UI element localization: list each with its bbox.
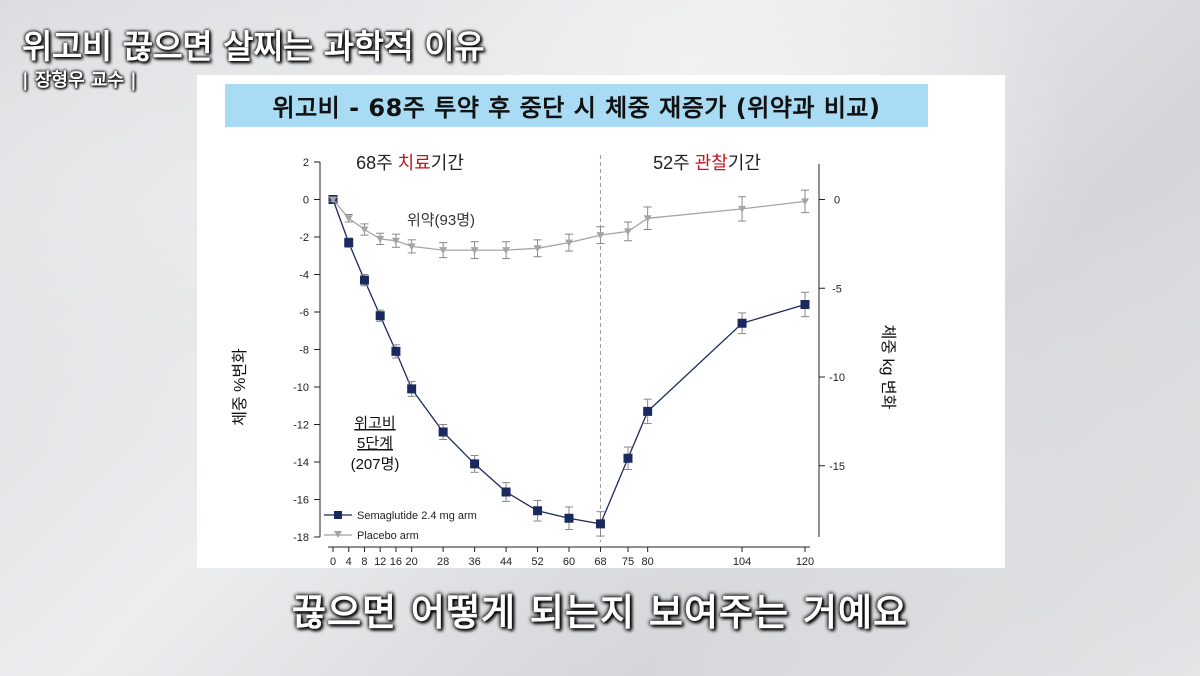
data-point-placebo — [643, 215, 652, 223]
series-line-semaglutide — [332, 199, 806, 525]
semaglutide-annotation-line3: (207명) — [351, 456, 400, 473]
y-tick-label-left: 2 — [303, 157, 309, 169]
x-tick-label: 68 — [594, 556, 606, 568]
data-point-semaglutide — [344, 238, 354, 248]
y-tick-label-right: -15 — [829, 461, 845, 473]
chart-legend: Semaglutide 2.4 mg arm Placebo arm — [324, 510, 477, 542]
y-tick-label-left: 0 — [303, 195, 309, 207]
y-tick-label-right: 0 — [834, 195, 840, 207]
y-tick-label-left: -10 — [293, 382, 309, 394]
data-point-placebo — [360, 226, 369, 234]
data-point-semaglutide — [800, 300, 810, 309]
legend-label-placebo: Placebo arm — [357, 530, 419, 542]
x-tick-label: 75 — [622, 556, 634, 568]
speaker-caption: | 장형우 교수 | — [22, 70, 137, 91]
data-point-placebo — [596, 232, 605, 240]
data-point-semaglutide — [595, 519, 605, 529]
x-tick-label: 16 — [390, 556, 402, 568]
y-axis-label-left: 체중 %변화 — [231, 348, 249, 426]
data-point-semaglutide — [391, 346, 401, 356]
x-tick-label: 120 — [796, 556, 814, 568]
x-tick-label: 20 — [406, 556, 418, 568]
legend-marker-semaglutide — [334, 511, 342, 519]
video-title: 위고비 끊으면 살찌는 과학적 이유 — [22, 27, 485, 66]
data-point-placebo — [344, 215, 353, 223]
video-subtitle: 끊으면 어떻게 되는지 보여주는 거예요 — [291, 591, 909, 634]
legend-label-semaglutide: Semaglutide 2.4 mg arm — [357, 510, 477, 522]
series-line-placebo — [332, 199, 806, 251]
data-point-placebo — [565, 239, 573, 247]
y-axis-label-right: 체중 kg 변화 — [879, 325, 897, 410]
legend-marker-placebo — [334, 531, 342, 538]
y-tick-label-left: -16 — [293, 495, 309, 507]
data-point-semaglutide — [359, 275, 369, 285]
x-tick-label: 44 — [500, 556, 512, 568]
phase-label-treatment: 68주 치료기간 — [356, 153, 464, 173]
data-point-semaglutide — [737, 318, 747, 328]
semaglutide-annotation-line2: 5단계 — [357, 435, 393, 452]
y-tick-label-left: -12 — [293, 420, 309, 432]
x-tick-label: 60 — [563, 556, 575, 568]
slide-header: 위고비 - 68주 투약 후 중단 시 체중 재증가 (위약과 비교) — [225, 84, 928, 127]
data-point-placebo — [376, 235, 385, 243]
data-point-placebo — [329, 196, 337, 204]
y-tick-label-right: -10 — [829, 372, 845, 384]
data-point-semaglutide — [501, 487, 511, 497]
x-tick-label: 28 — [437, 556, 449, 568]
data-point-placebo — [407, 243, 416, 251]
data-point-placebo — [801, 198, 809, 206]
y-tick-label-left: -18 — [293, 532, 309, 544]
weight-change-chart: 68주 치료기간 52주 관찰기간 체중 %변화 체중 kg 변화 위약(93명… — [231, 153, 897, 568]
y-tick-label-left: -14 — [293, 457, 309, 469]
x-tick-label: 4 — [346, 556, 352, 568]
data-point-semaglutide — [438, 427, 448, 437]
data-point-placebo — [470, 247, 479, 255]
data-point-semaglutide — [564, 513, 574, 523]
y-tick-label-left: -4 — [299, 270, 309, 282]
data-point-placebo — [738, 205, 747, 213]
x-tick-label: 0 — [330, 556, 336, 568]
x-tick-label: 80 — [642, 556, 654, 568]
data-point-semaglutide — [623, 453, 633, 463]
phase-label-observation: 52주 관찰기간 — [653, 153, 761, 173]
data-point-placebo — [439, 247, 448, 255]
data-point-semaglutide — [407, 384, 417, 394]
y-tick-label-left: -2 — [299, 232, 309, 244]
x-tick-label: 12 — [374, 556, 386, 568]
y-tick-label-right: -5 — [832, 283, 842, 295]
data-point-semaglutide — [533, 506, 543, 516]
slide-panel: 위고비 - 68주 투약 후 중단 시 체중 재증가 (위약과 비교) 68주 … — [197, 75, 1005, 568]
data-point-placebo — [624, 228, 632, 236]
y-tick-label-left: -6 — [299, 307, 309, 319]
x-tick-label: 8 — [361, 556, 367, 568]
semaglutide-annotation-line1: 위고비 — [354, 415, 395, 432]
data-point-semaglutide — [643, 406, 653, 416]
data-point-placebo — [391, 237, 400, 245]
data-point-semaglutide — [375, 311, 385, 321]
placebo-annotation: 위약(93명) — [407, 212, 475, 229]
x-tick-label: 52 — [531, 556, 543, 568]
x-tick-label: 36 — [468, 556, 480, 568]
data-point-placebo — [502, 247, 511, 255]
data-point-semaglutide — [470, 459, 480, 469]
x-tick-label: 104 — [733, 556, 751, 568]
y-tick-label-left: -8 — [299, 345, 309, 357]
data-point-placebo — [533, 245, 542, 253]
